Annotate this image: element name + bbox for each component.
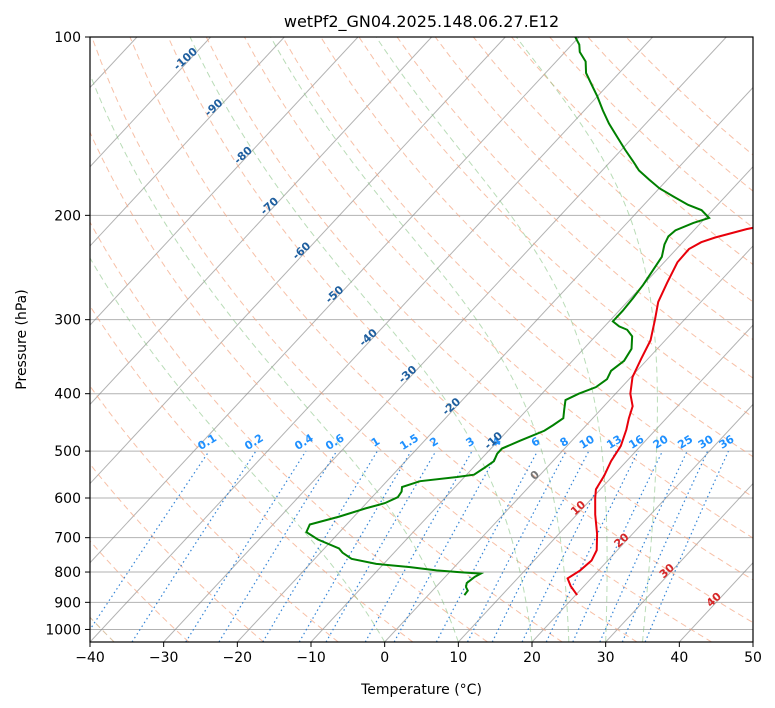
y-tick-label: 900 (54, 595, 81, 611)
x-tick-label: 50 (744, 650, 762, 666)
isotherm-line (90, 37, 580, 564)
dewpoint-profile (305, 37, 711, 596)
dry-adiabat-line (90, 540, 190, 642)
mixing-ratio-line (545, 450, 639, 642)
x-tick-label: −10 (296, 650, 326, 666)
moist-adiabat-line (270, 37, 570, 642)
moist-adiabat-line (375, 37, 608, 642)
isotherm-line (531, 403, 753, 642)
x-tick-label: 20 (523, 650, 541, 666)
isotherm-line (90, 37, 654, 642)
dry-adiabat-line (434, 37, 753, 341)
dry-adiabat-line (90, 385, 339, 642)
y-tick-label: 200 (54, 208, 81, 224)
mixing-ratio-line (131, 450, 257, 642)
x-tick-label: 0 (380, 650, 389, 666)
y-tick-label: 1000 (45, 622, 81, 638)
x-tick-label: 30 (597, 650, 615, 666)
x-tick-label: 40 (670, 650, 688, 666)
isotherm-line (384, 245, 753, 642)
mixing-ratio-line (599, 450, 688, 642)
mixing-ratio-line (90, 450, 210, 631)
dry-adiabat-line (167, 37, 753, 624)
x-axis-label: Temperature (°C) (360, 682, 482, 698)
isotherm-line (90, 37, 433, 406)
isotherm-line (90, 37, 506, 485)
x-tick-label: −30 (149, 650, 179, 666)
plot-area: 0.1 0.2 0.4 0.6 1 1.5 2 3 4 6 8 10 13 16 20 25 30 36-100-… (90, 37, 753, 642)
mixing-ratio-line (572, 450, 664, 642)
dry-adiabat-line (129, 37, 712, 642)
moist-adiabat-line (90, 73, 459, 642)
dry-adiabat-line (90, 221, 488, 642)
moist-adiabat-line (515, 37, 658, 642)
y-tick-label: 100 (54, 30, 81, 46)
isotherm-line (163, 37, 727, 642)
mixing-ratio-line (262, 450, 378, 642)
dry-adiabat-line (473, 37, 753, 303)
dry-adiabat-line (282, 37, 753, 498)
mixing-ratio-line (435, 450, 539, 642)
dry-adiabat-line (244, 37, 753, 539)
dry-adiabat-line (396, 37, 753, 379)
mixing-ratio-line (218, 450, 338, 642)
dry-adiabat-line (90, 131, 563, 642)
plot-frame (89, 36, 754, 643)
isotherm-line (605, 482, 753, 642)
isotherm-line (236, 86, 753, 642)
y-tick-label: 800 (54, 565, 81, 581)
y-axis-label: Pressure (hPa) (14, 289, 30, 389)
y-tick-label: 500 (54, 444, 81, 460)
y-tick-label: 400 (54, 387, 81, 403)
x-tick-label: 10 (449, 650, 467, 666)
temperature-profile (566, 226, 753, 596)
isotherm-line (90, 37, 212, 168)
chart-title: wetPf2_GN04.2025.148.06.27.E12 (284, 12, 559, 32)
x-tick-label: −20 (223, 650, 253, 666)
isotherm-line (90, 37, 359, 326)
mixing-ratio-line (298, 450, 412, 642)
y-tick-label: 300 (54, 313, 81, 329)
dry-adiabat-line (205, 37, 753, 581)
isotherm-line (457, 324, 753, 642)
mixing-ratio-line (521, 450, 617, 642)
isotherm-line (310, 165, 753, 642)
y-tick-label: 700 (54, 531, 81, 547)
dry-adiabat-line (90, 463, 264, 642)
axes: −40 −30 −20 −10 0 10 20 30 40 50 100 200 300 400 500 60… (45, 30, 762, 666)
isotherm-line (90, 37, 285, 247)
x-tick-label: −40 (75, 650, 105, 666)
mixing-ratio-line (185, 450, 307, 642)
dry-adiabat-line (91, 37, 638, 642)
moist-adiabat-line (189, 37, 533, 642)
y-tick-label: 600 (54, 491, 81, 507)
